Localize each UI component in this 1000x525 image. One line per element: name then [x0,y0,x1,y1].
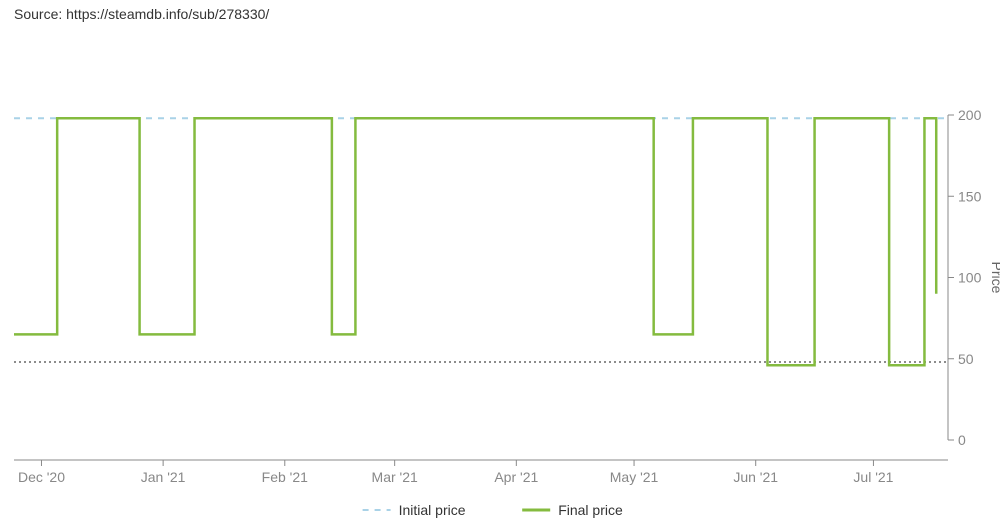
x-tick-label: May '21 [610,469,659,485]
y-tick-label: 50 [958,351,974,367]
y-tick-label: 200 [958,107,982,123]
price-chart: 0 50 100 150 200 Price Dec '20 Jan '21 Feb '21 Ma… [0,0,1000,525]
y-tick-label: 150 [958,188,982,204]
x-tick-label: Jun '21 [733,469,778,485]
y-axis-title: Price [989,262,1000,294]
legend-label: Final price [558,502,623,518]
y-tick-label: 100 [958,270,982,286]
x-tick-label: Apr '21 [494,469,538,485]
legend-label: Initial price [399,502,466,518]
price-chart-svg: 0 50 100 150 200 Price Dec '20 Jan '21 Feb '21 Ma… [0,0,1000,525]
final-price-line [14,118,936,365]
y-tick-label: 0 [958,432,966,448]
x-tick-label: Jan '21 [141,469,186,485]
x-tick-label: Dec '20 [18,469,65,485]
x-tick-label: Feb '21 [262,469,308,485]
x-tick-label: Jul '21 [853,469,893,485]
x-tick-label: Mar '21 [372,469,418,485]
